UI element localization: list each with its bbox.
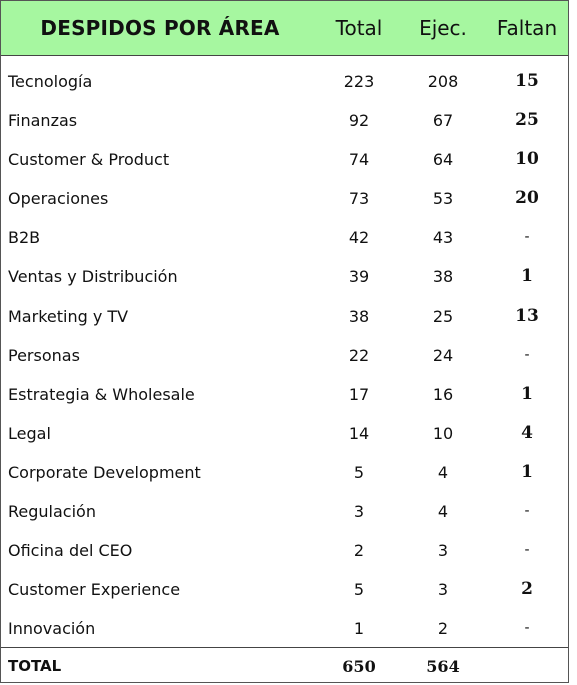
area-name: Operaciones bbox=[8, 189, 109, 209]
area-name: Customer Experience bbox=[8, 580, 181, 600]
ejec-cell: 4 bbox=[437, 502, 449, 522]
table-row: B2B 42 43 - bbox=[1, 218, 568, 257]
table-row: Oficina del CEO 2 3 - bbox=[1, 531, 568, 570]
ejec-cell: 4 bbox=[437, 462, 449, 482]
total-cell: 5 bbox=[353, 580, 365, 600]
area-name: Personas bbox=[8, 345, 80, 365]
faltan-cell: 10 bbox=[515, 149, 539, 170]
area-name: Marketing y TV bbox=[8, 306, 129, 326]
ejec-cell: 10 bbox=[432, 423, 454, 443]
total-cell: 39 bbox=[348, 267, 370, 287]
total-sum-total: 650 bbox=[342, 657, 376, 676]
faltan-cell: - bbox=[524, 346, 530, 363]
table-row: Corporate Development 5 4 1 bbox=[1, 453, 568, 492]
area-name: Ventas y Distribución bbox=[8, 267, 178, 287]
area-name: B2B bbox=[8, 228, 41, 248]
ejec-cell: 53 bbox=[432, 189, 454, 209]
total-cell: 42 bbox=[348, 228, 370, 248]
total-cell: 14 bbox=[348, 423, 370, 443]
table-body: Tecnología 223 208 15 Finanzas 92 67 25 Customer… bbox=[1, 62, 568, 648]
faltan-cell: 4 bbox=[521, 422, 533, 443]
total-cell: 38 bbox=[348, 306, 370, 326]
column-header-total: Total bbox=[335, 16, 383, 40]
table-header: DESPIDOS POR ÁREA Total Ejec. Faltan bbox=[1, 1, 568, 56]
total-cell: 223 bbox=[343, 72, 375, 91]
faltan-cell: 1 bbox=[521, 266, 533, 287]
table-title: DESPIDOS POR ÁREA bbox=[40, 16, 280, 40]
faltan-cell: 25 bbox=[515, 110, 539, 131]
area-name: Customer & Product bbox=[8, 150, 170, 170]
ejec-cell: 25 bbox=[432, 306, 454, 326]
ejec-cell: 24 bbox=[432, 345, 454, 365]
total-cell: 5 bbox=[353, 462, 365, 482]
area-name: Oficina del CEO bbox=[8, 541, 133, 561]
faltan-cell: 1 bbox=[521, 383, 533, 404]
area-name: Legal bbox=[8, 423, 51, 443]
ejec-cell: 3 bbox=[437, 580, 449, 600]
area-name: Finanzas bbox=[8, 111, 78, 131]
total-cell: 17 bbox=[348, 384, 370, 404]
faltan-cell: 20 bbox=[515, 188, 539, 209]
ejec-cell: 38 bbox=[432, 267, 454, 287]
faltan-cell: - bbox=[524, 229, 530, 246]
ejec-cell: 3 bbox=[437, 541, 449, 561]
total-cell: 92 bbox=[348, 111, 370, 131]
faltan-cell: - bbox=[524, 620, 530, 637]
faltan-cell: 1 bbox=[521, 461, 533, 482]
table-row: Estrategia & Wholesale 17 16 1 bbox=[1, 375, 568, 414]
faltan-cell: 2 bbox=[521, 579, 533, 600]
faltan-cell: 15 bbox=[515, 71, 539, 91]
faltan-cell: - bbox=[524, 542, 530, 559]
ejec-cell: 67 bbox=[432, 111, 454, 131]
table-row: Marketing y TV 38 25 13 bbox=[1, 297, 568, 336]
ejec-cell: 208 bbox=[427, 72, 459, 91]
column-header-faltan: Faltan bbox=[496, 16, 558, 40]
area-name: Estrategia & Wholesale bbox=[8, 384, 195, 404]
total-label: TOTAL bbox=[8, 657, 62, 675]
total-cell: 73 bbox=[348, 189, 370, 209]
ejec-cell: 64 bbox=[432, 150, 454, 170]
table-row: Personas 22 24 - bbox=[1, 336, 568, 375]
total-sum-ejec: 564 bbox=[426, 657, 460, 676]
total-cell: 22 bbox=[348, 345, 370, 365]
total-cell: 3 bbox=[353, 502, 365, 522]
table-row: Customer & Product 74 64 10 bbox=[1, 140, 568, 179]
total-cell: 1 bbox=[353, 619, 365, 639]
faltan-cell: 13 bbox=[515, 305, 539, 326]
area-name: Regulación bbox=[8, 502, 96, 522]
table-row: Ventas y Distribución 39 38 1 bbox=[1, 257, 568, 296]
table-row: Legal 14 10 4 bbox=[1, 414, 568, 453]
total-row: TOTAL 650 564 bbox=[1, 647, 568, 684]
table-row: Tecnología 223 208 15 bbox=[1, 62, 568, 101]
column-header-ejec: Ejec. bbox=[419, 16, 467, 40]
area-name: Corporate Development bbox=[8, 462, 201, 482]
table-row: Regulación 3 4 - bbox=[1, 492, 568, 531]
total-cell: 2 bbox=[353, 541, 365, 561]
ejec-cell: 43 bbox=[432, 228, 454, 248]
ejec-cell: 2 bbox=[437, 619, 449, 639]
ejec-cell: 16 bbox=[432, 384, 454, 404]
area-name: Tecnología bbox=[8, 72, 93, 91]
table-row: Finanzas 92 67 25 bbox=[1, 101, 568, 140]
faltan-cell: - bbox=[524, 503, 530, 520]
table-row: Operaciones 73 53 20 bbox=[1, 179, 568, 218]
table-row: Innovación 1 2 - bbox=[1, 609, 568, 648]
area-name: Innovación bbox=[8, 619, 96, 639]
table-row: Customer Experience 5 3 2 bbox=[1, 570, 568, 609]
total-cell: 74 bbox=[348, 150, 370, 170]
